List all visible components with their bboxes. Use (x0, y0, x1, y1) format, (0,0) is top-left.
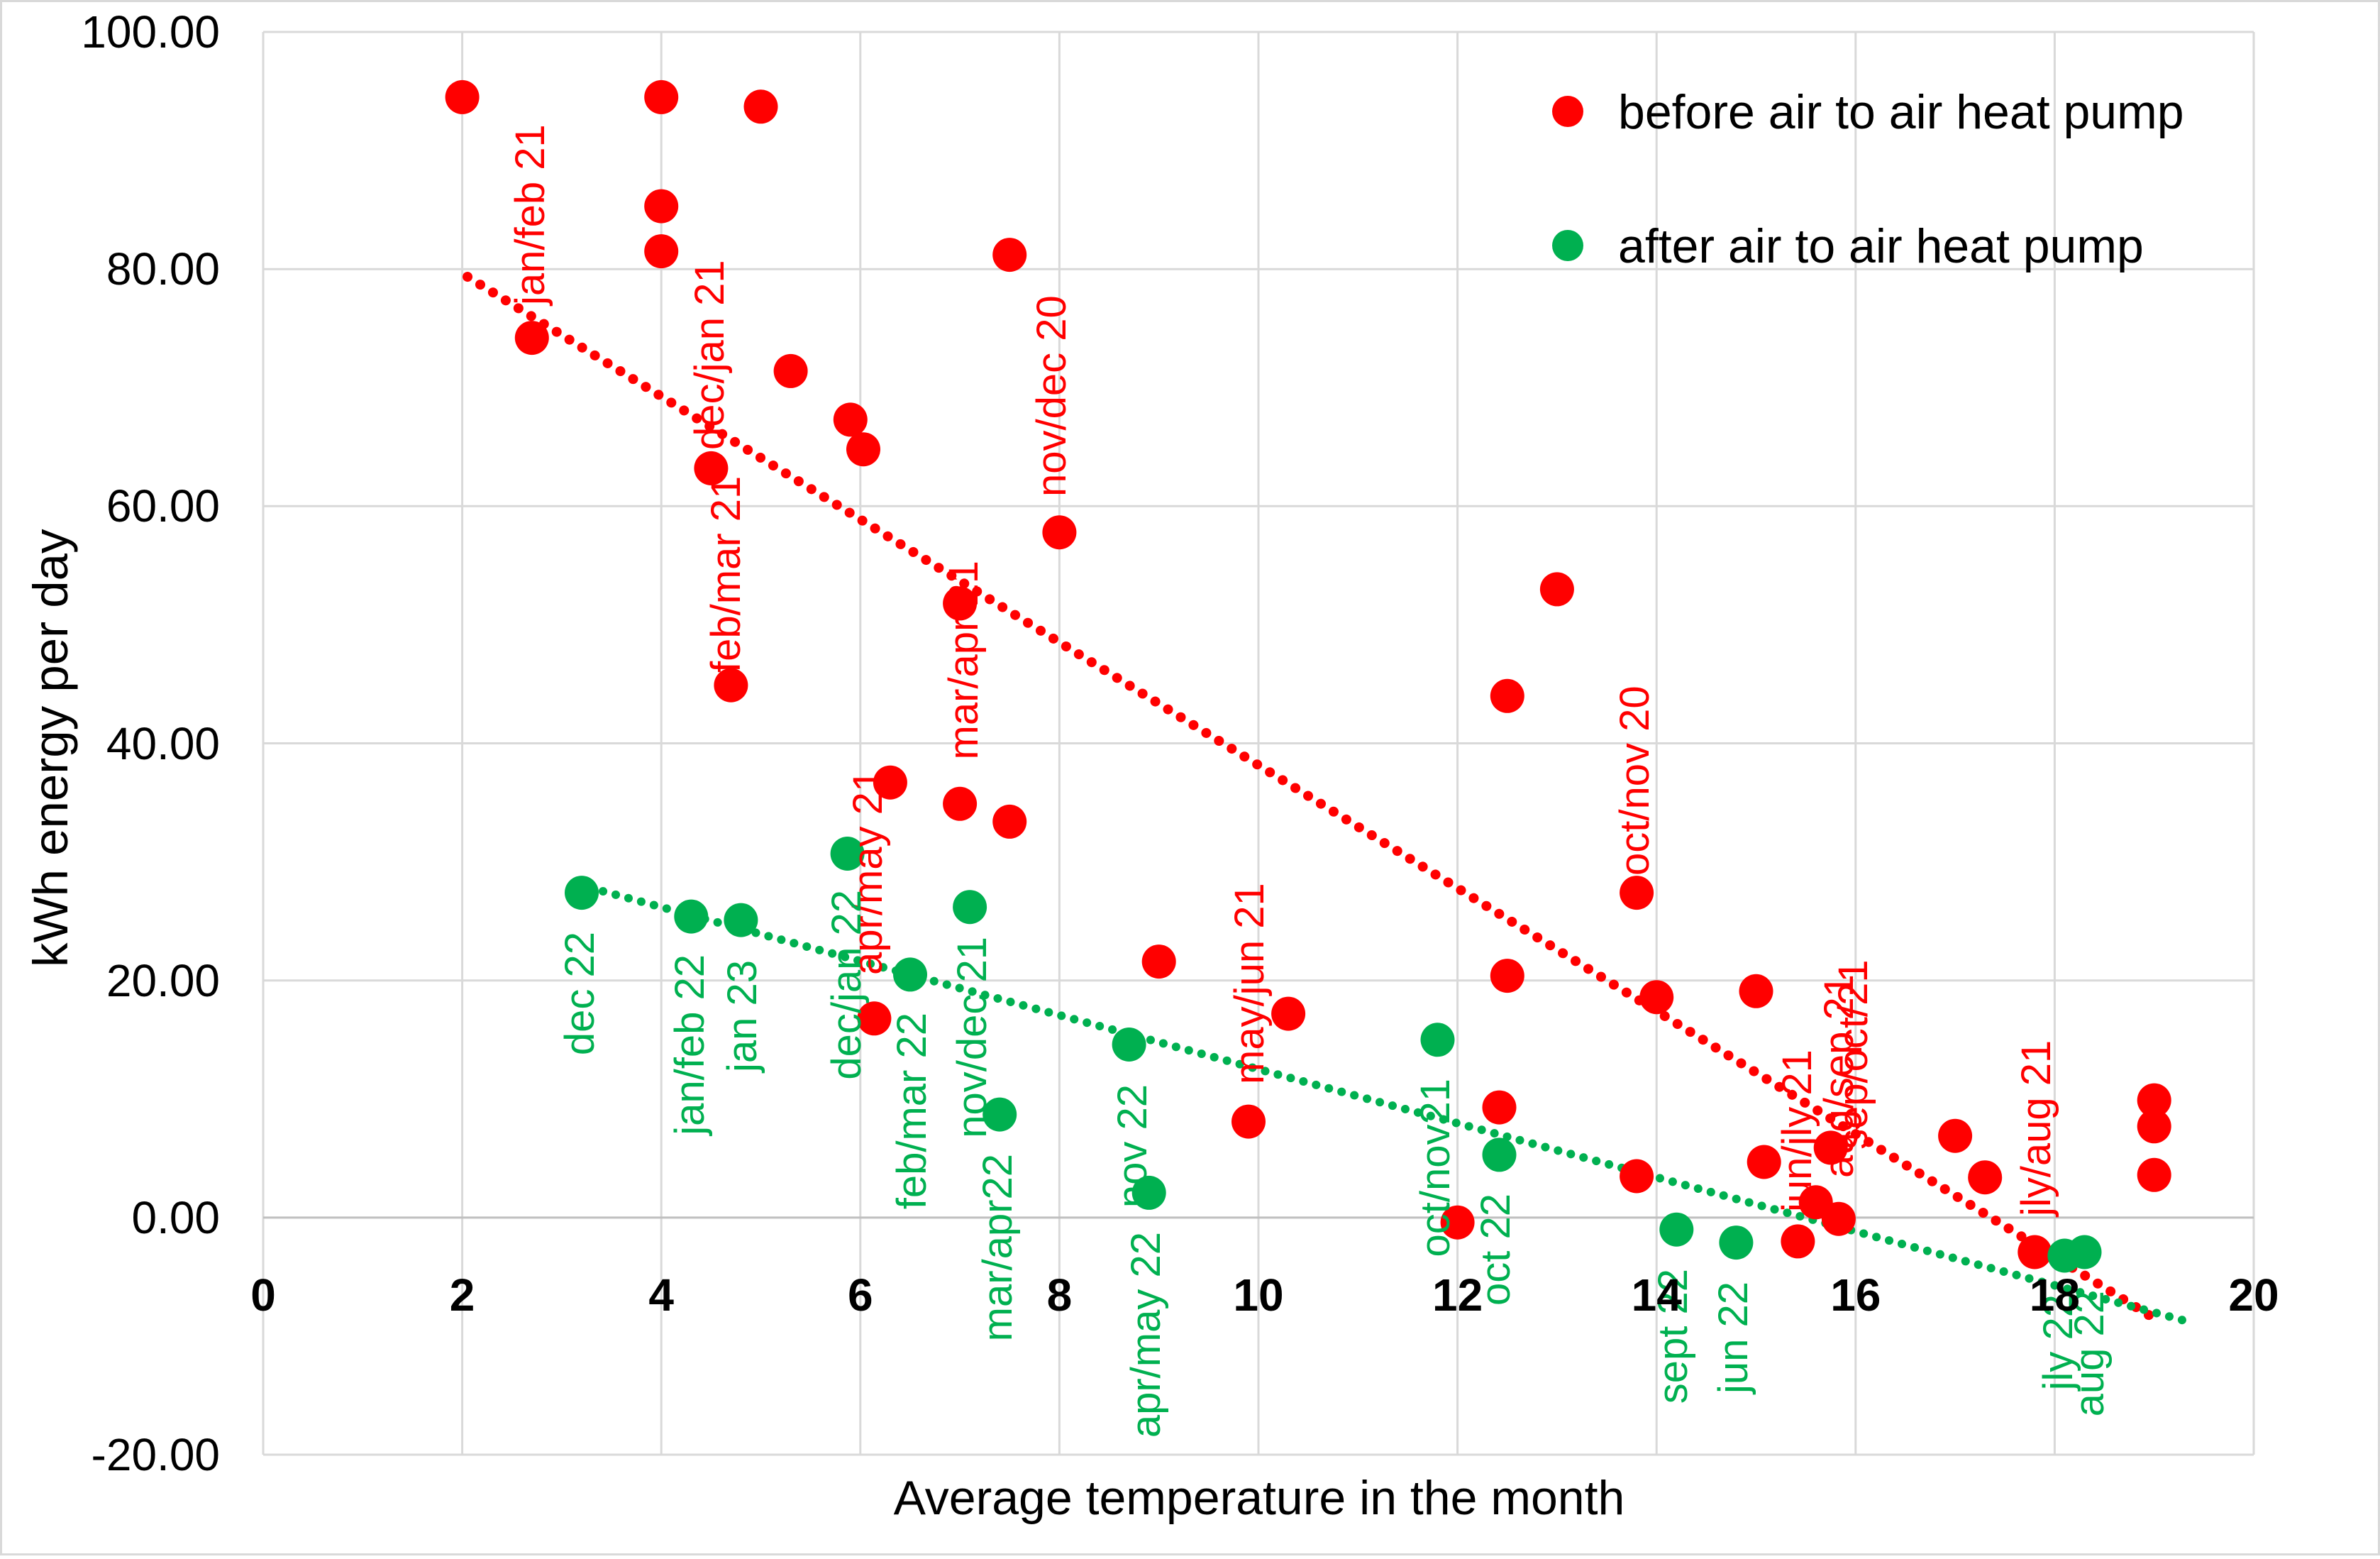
svg-text:aug 22: aug 22 (2066, 1291, 2113, 1416)
svg-text:jly 22: jly 22 (2035, 1294, 2081, 1392)
svg-text:12: 12 (1432, 1269, 1483, 1321)
svg-text:before air to air heat pump: before air to air heat pump (1618, 85, 2184, 139)
svg-text:oct/nov 20: oct/nov 20 (1612, 685, 1658, 876)
svg-text:nov/dec 21: nov/dec 21 (949, 937, 995, 1138)
svg-text:0.00: 0.00 (131, 1192, 220, 1243)
svg-text:nov 22: nov 22 (1109, 1084, 1156, 1208)
svg-text:kWh energy per day: kWh energy per day (23, 529, 78, 967)
svg-text:10: 10 (1233, 1269, 1283, 1321)
svg-text:nov/dec 20: nov/dec 20 (1029, 295, 1075, 497)
svg-text:after air to air heat pump: after air to air heat pump (1618, 219, 2144, 273)
svg-text:aug/sep 21: aug/sep 21 (1816, 974, 1862, 1178)
svg-text:apr/may 22: apr/may 22 (1123, 1232, 1169, 1438)
svg-text:0: 0 (250, 1269, 276, 1321)
svg-text:8: 8 (1047, 1269, 1073, 1321)
svg-text:20.00: 20.00 (106, 955, 220, 1006)
svg-text:16: 16 (1830, 1269, 1881, 1321)
svg-text:100.00: 100.00 (81, 6, 220, 57)
svg-text:4: 4 (648, 1269, 674, 1321)
svg-text:jan/feb 21: jan/feb 21 (507, 124, 553, 307)
svg-text:40.00: 40.00 (106, 718, 220, 769)
svg-text:may/jun 21: may/jun 21 (1227, 883, 1273, 1084)
svg-text:oct 22: oct 22 (1473, 1194, 1519, 1306)
svg-text:jun 22: jun 22 (1710, 1282, 1756, 1395)
svg-text:feb/mar 21: feb/mar 21 (703, 476, 749, 673)
svg-text:mar/apr22: mar/apr22 (975, 1154, 1021, 1341)
svg-text:mar/apr 21: mar/apr 21 (941, 561, 987, 759)
svg-text:jly/aug 21: jly/aug 21 (2013, 1040, 2059, 1218)
svg-text:6: 6 (848, 1269, 873, 1321)
svg-text:apr/may 21: apr/may 21 (845, 769, 891, 975)
svg-text:sep/oct/21: sep/oct/21 (1830, 959, 1876, 1150)
svg-text:jan 23: jan 23 (719, 960, 765, 1074)
svg-text:dec/jan 22: dec/jan 22 (824, 890, 870, 1080)
svg-text:18: 18 (2030, 1269, 2080, 1321)
svg-text:oct/nov21: oct/nov21 (1412, 1079, 1459, 1257)
svg-text:20: 20 (2228, 1269, 2279, 1321)
svg-text:Average temperature in the mon: Average temperature in the month (894, 1471, 1625, 1525)
svg-text:-20.00: -20.00 (92, 1429, 220, 1480)
svg-text:jan/feb 22: jan/feb 22 (667, 954, 713, 1137)
svg-text:dec/jan 21: dec/jan 21 (687, 260, 733, 450)
svg-text:2: 2 (450, 1269, 475, 1321)
svg-text:jun/jly 21: jun/jly 21 (1774, 1050, 1820, 1213)
svg-text:dec 22: dec 22 (557, 932, 603, 1055)
svg-text:80.00: 80.00 (106, 243, 220, 294)
svg-text:sept 22: sept 22 (1650, 1269, 1696, 1404)
svg-text:14: 14 (1632, 1269, 1683, 1321)
svg-text:60.00: 60.00 (106, 480, 220, 531)
svg-text:feb/mar 22: feb/mar 22 (889, 1013, 935, 1209)
